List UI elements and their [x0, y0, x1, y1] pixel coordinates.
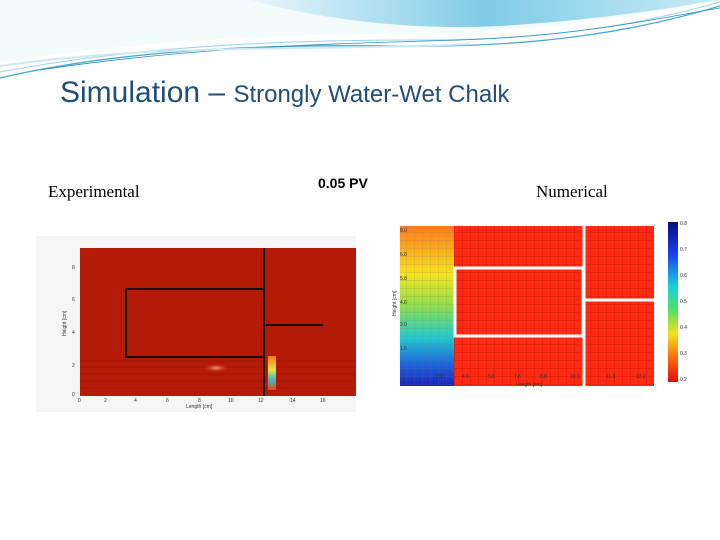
numerical-xtick: 10.1	[570, 374, 580, 380]
numerical-xtick: 11.9	[606, 374, 616, 380]
numerical-ytick: 1.6	[400, 346, 407, 352]
colorbar-tick: 0.8	[680, 221, 687, 227]
experimental-x-ticks: 0 2 4 6 8 10 12 14 16	[78, 398, 326, 404]
numerical-plot: Length [cm] Height [cm] 2.9 4.6 5.8 7.6 …	[366, 216, 687, 396]
numerical-ytick: 5.8	[400, 276, 407, 282]
experimental-ytick: 4	[72, 330, 75, 336]
numerical-label: Numerical	[536, 182, 608, 201]
experimental-xtick: 0	[78, 398, 81, 404]
colorbar-tick: 0.3	[680, 351, 687, 357]
numerical-x-ticks: 2.9 4.6 5.8 7.6 8.8 10.1 11.9 13.2	[436, 374, 646, 380]
numerical-xtick: 5.8	[488, 374, 495, 380]
numerical-y-ticks: 1.6 3.0 4.6 5.8 6.8 8.0	[400, 228, 407, 352]
experimental-ytick: 0	[72, 392, 75, 398]
experimental-ytick: 2	[72, 363, 75, 369]
numerical-block-boundaries	[453, 226, 654, 386]
colorbar-tick: 0.6	[680, 273, 687, 279]
numerical-x-axis-label: Length [cm]	[516, 382, 543, 388]
experimental-plot: 0 2 4 6 8 0 2 4 6 8 10 12 14 16 Length […	[36, 236, 356, 412]
numerical-xtick: 4.6	[462, 374, 469, 380]
numerical-ytick: 3.0	[400, 322, 407, 328]
numerical-xtick: 2.9	[436, 374, 443, 380]
numerical-xtick: 8.8	[540, 374, 547, 380]
experimental-saturation-front	[268, 356, 276, 390]
colorbar-tick: 0.4	[680, 325, 687, 331]
experimental-xtick: 6	[166, 398, 169, 404]
experimental-label: Experimental	[48, 182, 140, 201]
experimental-saturation-spot	[202, 363, 230, 373]
numerical-ytick: 6.8	[400, 252, 407, 258]
experimental-xtick: 4	[134, 398, 137, 404]
experimental-xtick: 8	[198, 398, 201, 404]
slide-title-sub: Strongly Water-Wet Chalk	[233, 81, 510, 108]
numerical-xtick: 13.2	[636, 374, 646, 380]
pore-volume-label: 0.05 PV	[318, 175, 368, 191]
header-swoosh-decoration	[0, 0, 720, 79]
colorbar	[668, 222, 678, 382]
experimental-xtick: 16	[320, 398, 326, 404]
slide-title-main: Simulation –	[60, 76, 226, 109]
experimental-x-axis-label: Length [cm]	[186, 404, 213, 410]
experimental-xtick: 12	[258, 398, 264, 404]
experimental-y-axis-label: Height [cm]	[62, 310, 68, 336]
experimental-ytick: 8	[72, 265, 75, 271]
experimental-y-ticks: 0 2 4 6 8	[72, 265, 75, 398]
experimental-xtick: 14	[290, 398, 296, 404]
experimental-ytick: 6	[72, 297, 75, 303]
colorbar-tick: 0.7	[680, 247, 687, 253]
numerical-ytick: 4.6	[400, 300, 407, 306]
numerical-grid-cells	[454, 226, 654, 386]
numerical-ytick: 8.0	[400, 228, 407, 234]
numerical-xtick: 7.6	[514, 374, 521, 380]
numerical-y-axis-label: Height [cm]	[392, 290, 398, 316]
experimental-xtick: 10	[228, 398, 234, 404]
experimental-xtick: 2	[104, 398, 107, 404]
slide-title: Simulation – Strongly Water-Wet Chalk	[60, 76, 510, 110]
colorbar-tick: 0.5	[680, 299, 687, 305]
colorbar-ticks: 0.8 0.7 0.6 0.5 0.4 0.3 0.2	[680, 221, 687, 383]
core-block-outlines	[125, 248, 323, 396]
colorbar-tick: 0.2	[680, 377, 687, 383]
